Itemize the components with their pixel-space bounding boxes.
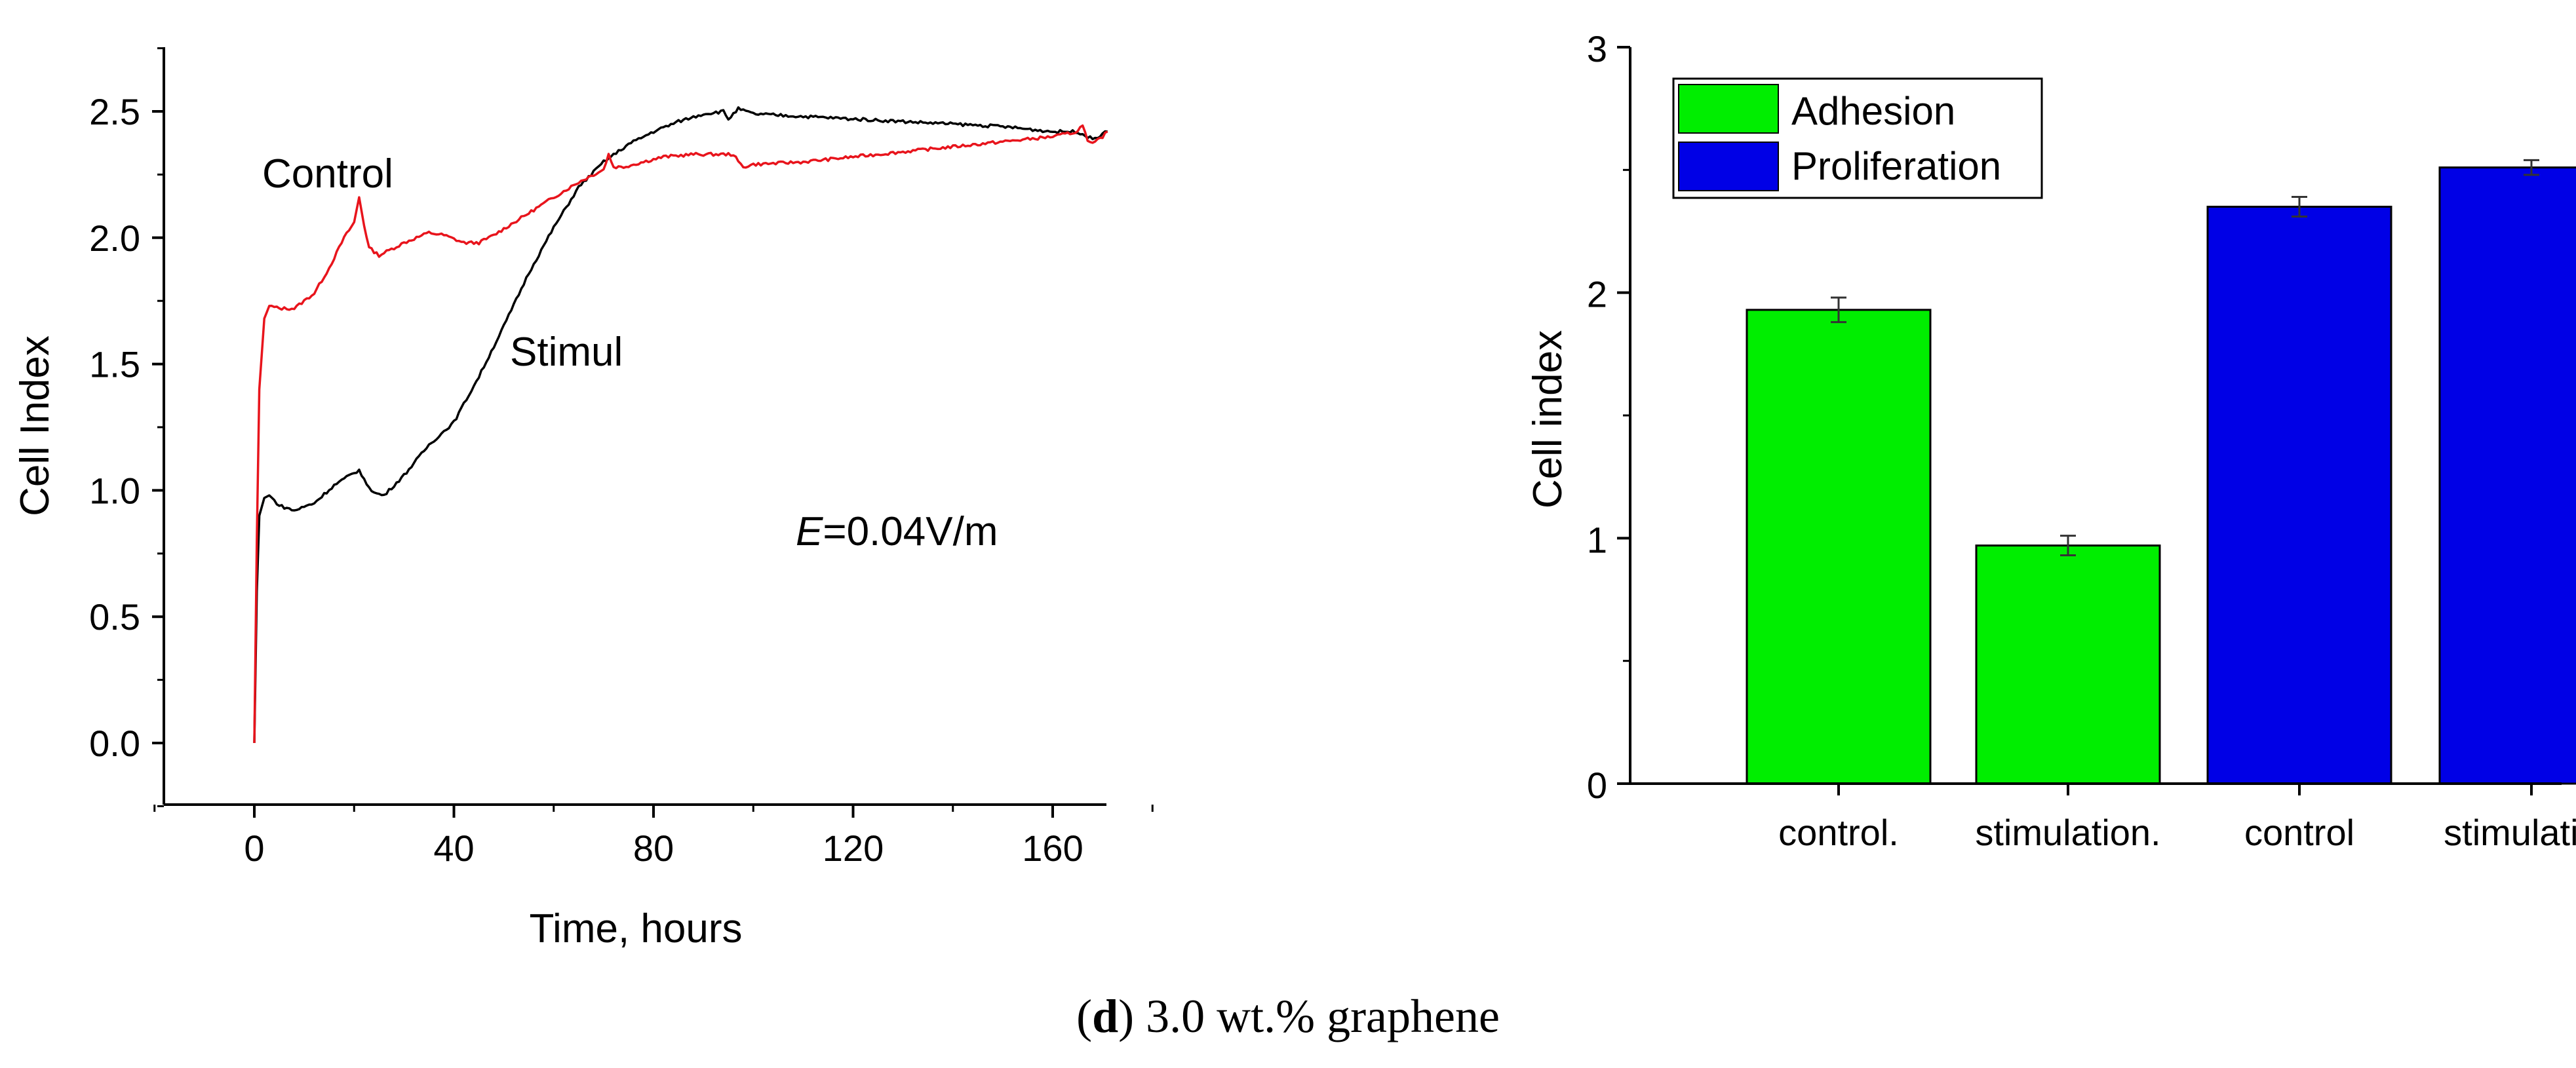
category-label: control: [2244, 812, 2354, 853]
legend-label-adhesion: Adhesion: [1791, 89, 1955, 133]
right-y-tick-label: 0: [1587, 765, 1607, 806]
right-y-tick-label: 2: [1587, 274, 1607, 315]
stimul-annotation: Stimul: [510, 330, 623, 375]
caption-open: (: [1076, 990, 1092, 1042]
bar-proliferation-4: [2438, 166, 2576, 785]
series-line-stimul: [253, 106, 1108, 744]
caption-text: 3.0 wt.% graphene: [1134, 990, 1500, 1042]
field-value: =0.04V/m: [823, 509, 998, 554]
left-y-tick-label: 0.5: [89, 596, 140, 638]
left-x-tick-label: 120: [823, 828, 884, 869]
left-y-tick-label: 2.0: [89, 218, 140, 259]
legend: Adhesion Proliferation: [1672, 77, 2043, 199]
left-y-tick-label: 1.5: [89, 344, 140, 385]
bar-adhesion-2: [1975, 544, 2161, 785]
left-series: [253, 106, 1108, 744]
line-chart: 0.0 0.5 1.0 1.5 2.0 2.5 0 40 80 120 160 Cell Inde…: [12, 47, 1154, 951]
left-y-tick-label: 2.5: [89, 91, 140, 132]
right-y-ticks: 0 1 2 3: [1587, 28, 1630, 806]
left-x-ticks: 0 40 80 120 160: [153, 805, 1154, 869]
series-line-control: [253, 124, 1108, 744]
bar-adhesion-1: [1746, 309, 1932, 785]
left-x-axis-title: Time, hours: [529, 906, 742, 951]
field-symbol: E: [796, 509, 823, 554]
legend-swatch-adhesion: [1678, 84, 1779, 134]
left-x-tick-label: 0: [244, 828, 264, 869]
category-label: control.: [1778, 812, 1899, 853]
control-annotation: Control: [262, 151, 393, 197]
bar-chart: 0 1 2 3 control. stimulation. control stimulat…: [1525, 28, 2576, 853]
category-label: stimulation.: [1975, 812, 2160, 853]
caption-close: ): [1118, 990, 1134, 1042]
bars: [1746, 159, 2576, 785]
category-label: stimulation: [2444, 812, 2576, 853]
legend-label-proliferation: Proliferation: [1791, 144, 2001, 188]
bar-proliferation-3: [2206, 206, 2392, 785]
left-y-tick-label: 0.0: [89, 723, 140, 764]
right-y-tick-label: 3: [1587, 28, 1607, 69]
field-annotation: E=0.04V/m: [796, 509, 998, 554]
right-y-axis-title: Cell index: [1525, 330, 1571, 508]
left-x-tick-label: 80: [633, 828, 674, 869]
left-y-tick-label: 1.0: [89, 470, 140, 511]
left-x-tick-label: 40: [433, 828, 474, 869]
figure-caption: (d) 3.0 wt.% graphene: [1076, 990, 1500, 1042]
left-y-axis-title: Cell Index: [12, 335, 58, 516]
caption-letter: d: [1092, 990, 1118, 1042]
right-x-tick-labels: control. stimulation. control stimulation: [1778, 784, 2576, 853]
left-y-ticks: 0.0 0.5 1.0 1.5 2.0 2.5: [89, 47, 164, 807]
left-x-tick-label: 160: [1022, 828, 1083, 869]
legend-swatch-proliferation: [1678, 142, 1779, 191]
right-y-tick-label: 1: [1587, 519, 1607, 560]
